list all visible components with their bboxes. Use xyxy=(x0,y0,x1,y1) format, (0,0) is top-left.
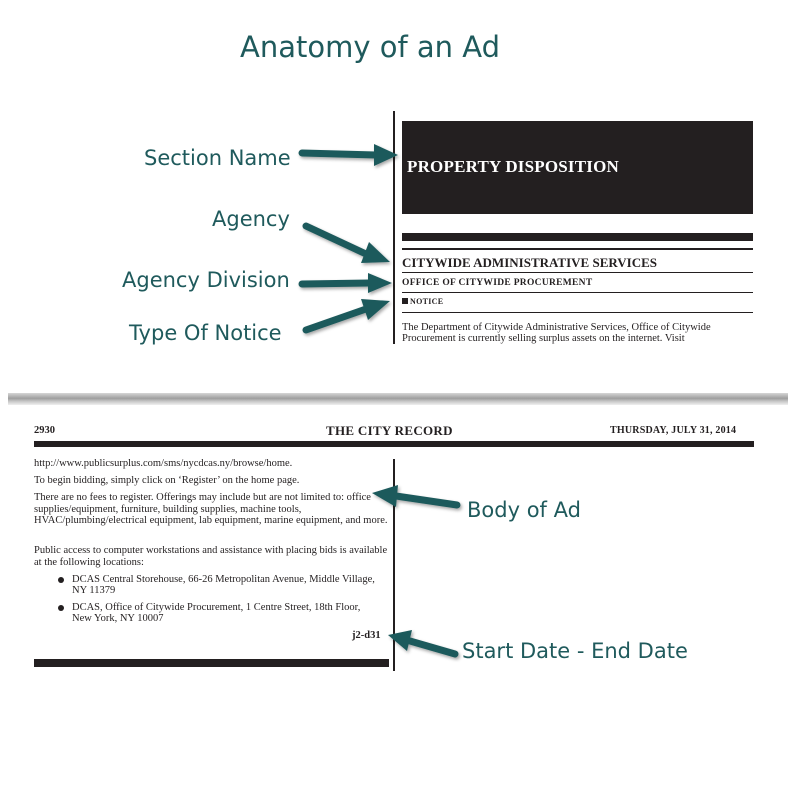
arrow-section-name-icon xyxy=(302,144,398,166)
arrow-type-of-notice-icon xyxy=(306,299,390,330)
arrow-agency-division-icon xyxy=(302,273,392,293)
arrow-agency-icon xyxy=(306,226,390,263)
arrow-start-end-date-icon xyxy=(388,630,455,654)
arrow-body-of-ad-icon xyxy=(372,485,457,507)
